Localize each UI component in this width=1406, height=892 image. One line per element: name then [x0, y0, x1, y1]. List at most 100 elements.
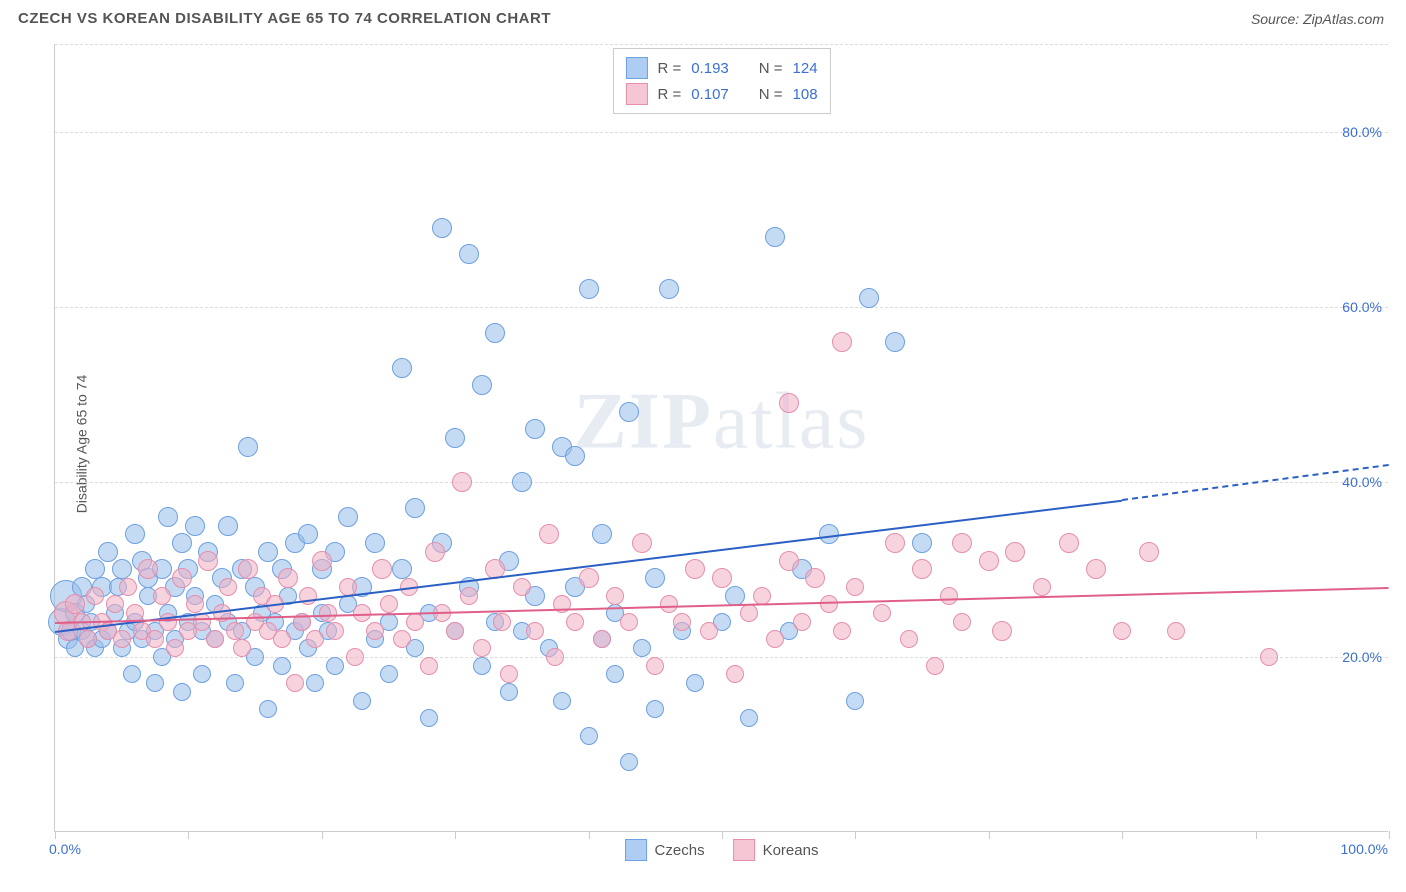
data-point: [393, 630, 411, 648]
data-point: [306, 674, 324, 692]
legend-n-label: N =: [759, 86, 783, 103]
x-tick: [722, 831, 723, 839]
data-point: [319, 604, 337, 622]
data-point: [553, 692, 571, 710]
data-point: [539, 524, 559, 544]
x-tick: [322, 831, 323, 839]
data-point: [172, 568, 192, 588]
x-tick: [455, 831, 456, 839]
data-point: [392, 358, 412, 378]
data-point: [1033, 578, 1051, 596]
data-point: [979, 551, 999, 571]
x-tick: [989, 831, 990, 839]
data-point: [446, 622, 464, 640]
chart-container: Disability Age 65 to 74 ZIPatlas R =0.19…: [18, 44, 1388, 844]
data-point: [765, 227, 785, 247]
gridline: [55, 44, 1388, 45]
data-point: [992, 621, 1012, 641]
data-point: [259, 700, 277, 718]
data-point: [286, 674, 304, 692]
data-point: [779, 551, 799, 571]
data-point: [500, 665, 518, 683]
data-point: [1260, 648, 1278, 666]
data-point: [832, 332, 852, 352]
data-point: [566, 613, 584, 631]
data-point: [420, 657, 438, 675]
data-point: [592, 524, 612, 544]
data-point: [98, 542, 118, 562]
gridline: [55, 307, 1388, 308]
data-point: [138, 559, 158, 579]
data-point: [366, 622, 384, 640]
data-point: [859, 288, 879, 308]
data-point: [273, 630, 291, 648]
data-point: [425, 542, 445, 562]
data-point: [298, 524, 318, 544]
data-point: [565, 446, 585, 466]
data-point: [273, 657, 291, 675]
data-point: [1167, 622, 1185, 640]
data-point: [420, 709, 438, 727]
data-point: [673, 613, 691, 631]
data-point: [472, 375, 492, 395]
data-point: [1059, 533, 1079, 553]
data-point: [346, 648, 364, 666]
x-tick: [1389, 831, 1390, 839]
x-tick: [188, 831, 189, 839]
data-point: [900, 630, 918, 648]
data-point: [459, 244, 479, 264]
legend-n-value: 108: [793, 86, 818, 103]
data-point: [166, 639, 184, 657]
data-point: [620, 613, 638, 631]
legend-swatch: [625, 83, 647, 105]
data-point: [218, 516, 238, 536]
data-point: [952, 533, 972, 553]
data-point: [473, 657, 491, 675]
data-point: [912, 559, 932, 579]
data-point: [712, 568, 732, 588]
legend-row: R =0.107N =108: [625, 81, 817, 107]
data-point: [219, 578, 237, 596]
data-point: [805, 568, 825, 588]
data-point: [606, 587, 624, 605]
data-point: [1113, 622, 1131, 640]
data-point: [125, 524, 145, 544]
data-point: [380, 665, 398, 683]
correlation-legend: R =0.193N =124R =0.107N =108: [612, 48, 830, 114]
data-point: [500, 683, 518, 701]
data-point: [606, 665, 624, 683]
data-point: [546, 648, 564, 666]
data-point: [953, 613, 971, 631]
data-point: [753, 587, 771, 605]
legend-swatch: [733, 839, 755, 861]
x-tick: [855, 831, 856, 839]
data-point: [186, 595, 204, 613]
data-point: [392, 559, 412, 579]
data-point: [226, 674, 244, 692]
data-point: [353, 692, 371, 710]
legend-r-label: R =: [657, 60, 681, 77]
data-point: [620, 753, 638, 771]
data-point: [740, 604, 758, 622]
data-point: [226, 622, 244, 640]
legend-label: Koreans: [763, 842, 819, 859]
data-point: [726, 665, 744, 683]
data-point: [112, 559, 132, 579]
data-point: [525, 419, 545, 439]
series-legend: Czechs Koreans: [625, 839, 819, 861]
data-point: [885, 332, 905, 352]
data-point: [278, 568, 298, 588]
legend-label: Czechs: [655, 842, 705, 859]
data-point: [372, 559, 392, 579]
data-point: [113, 630, 131, 648]
data-point: [646, 700, 664, 718]
chart-title: CZECH VS KOREAN DISABILITY AGE 65 TO 74 …: [18, 10, 551, 27]
data-point: [926, 657, 944, 675]
data-point: [153, 587, 171, 605]
data-point: [526, 622, 544, 640]
data-point: [173, 683, 191, 701]
data-point: [485, 323, 505, 343]
x-tick-label: 0.0%: [49, 841, 81, 857]
data-point: [432, 218, 452, 238]
data-point: [193, 665, 211, 683]
